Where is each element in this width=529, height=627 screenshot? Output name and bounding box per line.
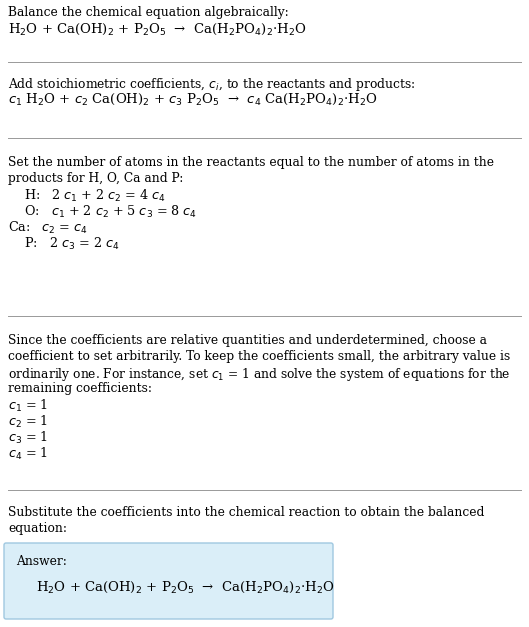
Text: coefficient to set arbitrarily. To keep the coefficients small, the arbitrary va: coefficient to set arbitrarily. To keep … xyxy=(8,350,510,363)
Text: Since the coefficients are relative quantities and underdetermined, choose a: Since the coefficients are relative quan… xyxy=(8,334,487,347)
Text: Substitute the coefficients into the chemical reaction to obtain the balanced: Substitute the coefficients into the che… xyxy=(8,506,485,519)
Text: H:   2 $c_1$ + 2 $c_2$ = 4 $c_4$: H: 2 $c_1$ + 2 $c_2$ = 4 $c_4$ xyxy=(16,188,166,204)
Text: Add stoichiometric coefficients, $c_i$, to the reactants and products:: Add stoichiometric coefficients, $c_i$, … xyxy=(8,76,415,93)
Text: Balance the chemical equation algebraically:: Balance the chemical equation algebraica… xyxy=(8,6,289,19)
Text: Answer:: Answer: xyxy=(16,555,67,568)
Text: equation:: equation: xyxy=(8,522,67,535)
FancyBboxPatch shape xyxy=(4,543,333,619)
Text: products for H, O, Ca and P:: products for H, O, Ca and P: xyxy=(8,172,184,185)
Text: $c_3$ = 1: $c_3$ = 1 xyxy=(8,430,48,446)
Text: $c_4$ = 1: $c_4$ = 1 xyxy=(8,446,48,462)
Text: O:   $c_1$ + 2 $c_2$ + 5 $c_3$ = 8 $c_4$: O: $c_1$ + 2 $c_2$ + 5 $c_3$ = 8 $c_4$ xyxy=(16,204,197,220)
Text: H$_2$O + Ca(OH)$_2$ + P$_2$O$_5$  →  Ca(H$_2$PO$_4$)$_2$·H$_2$O: H$_2$O + Ca(OH)$_2$ + P$_2$O$_5$ → Ca(H$… xyxy=(36,580,334,595)
Text: $c_2$ = 1: $c_2$ = 1 xyxy=(8,414,48,430)
Text: $c_1$ H$_2$O + $c_2$ Ca(OH)$_2$ + $c_3$ P$_2$O$_5$  →  $c_4$ Ca(H$_2$PO$_4$)$_2$: $c_1$ H$_2$O + $c_2$ Ca(OH)$_2$ + $c_3$ … xyxy=(8,92,378,107)
Text: Set the number of atoms in the reactants equal to the number of atoms in the: Set the number of atoms in the reactants… xyxy=(8,156,494,169)
Text: remaining coefficients:: remaining coefficients: xyxy=(8,382,152,395)
Text: H$_2$O + Ca(OH)$_2$ + P$_2$O$_5$  →  Ca(H$_2$PO$_4$)$_2$·H$_2$O: H$_2$O + Ca(OH)$_2$ + P$_2$O$_5$ → Ca(H$… xyxy=(8,22,307,37)
Text: ordinarily one. For instance, set $c_1$ = 1 and solve the system of equations fo: ordinarily one. For instance, set $c_1$ … xyxy=(8,366,510,383)
Text: P:   2 $c_3$ = 2 $c_4$: P: 2 $c_3$ = 2 $c_4$ xyxy=(16,236,120,252)
Text: Ca:   $c_2$ = $c_4$: Ca: $c_2$ = $c_4$ xyxy=(8,220,88,236)
Text: $c_1$ = 1: $c_1$ = 1 xyxy=(8,398,48,414)
